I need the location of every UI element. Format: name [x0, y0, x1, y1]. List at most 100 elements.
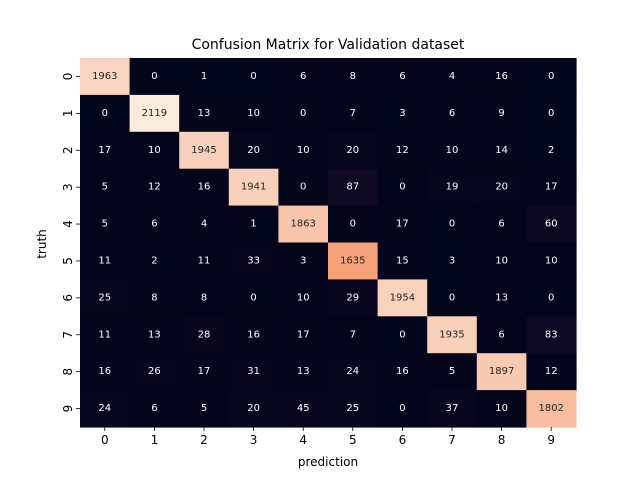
- heatmap-cell: [427, 168, 478, 207]
- heatmap-cell: [80, 353, 131, 391]
- y-tick-label: 6: [61, 294, 75, 302]
- cell-value-label: 0: [548, 108, 554, 119]
- heatmap-cell: [476, 131, 527, 170]
- cell-value-label: 10: [148, 145, 161, 156]
- cell-value-label: 6: [151, 403, 157, 414]
- cell-value-label: 15: [396, 255, 409, 266]
- heatmap-cell-labels: 1963 0 1 0 6 8 6 4 16 00 2119 13 10 0 7 3 6 9 017 10 1945 20 1…: [92, 71, 564, 414]
- heatmap-cell: [476, 390, 527, 428]
- heatmap-cell: [228, 131, 279, 170]
- cell-value-label: 5: [102, 182, 108, 193]
- cell-value-label: 7: [350, 329, 356, 340]
- heatmap-cell: [228, 58, 279, 96]
- heatmap-cell: [427, 353, 478, 391]
- cell-value-label: 1: [201, 71, 207, 82]
- cell-value-label: 0: [449, 219, 455, 230]
- heatmap-cell: [129, 316, 180, 354]
- cell-value-label: 20: [495, 182, 508, 193]
- y-tick-label: 1: [61, 110, 75, 118]
- x-tick-label: 8: [498, 433, 506, 447]
- cell-value-label: 0: [102, 108, 108, 119]
- heatmap-cell: [80, 131, 131, 170]
- heatmap-cell: [278, 94, 329, 133]
- x-tick-label: 4: [299, 433, 307, 447]
- heatmap-cell: [179, 94, 230, 133]
- cell-value-label: 28: [198, 329, 211, 340]
- y-tick-label: 7: [61, 331, 75, 339]
- cell-value-label: 0: [399, 403, 405, 414]
- cell-value-label: 10: [495, 255, 508, 266]
- cell-value-label: 0: [350, 219, 356, 230]
- heatmap-cell: [526, 316, 577, 354]
- heatmap-cell: [328, 205, 379, 244]
- heatmap-cell: [278, 168, 329, 207]
- heatmap-cell: [129, 58, 180, 96]
- cell-value-label: 6: [399, 71, 405, 82]
- y-axis-label: truth: [35, 229, 49, 259]
- cell-value-label: 10: [297, 145, 310, 156]
- y-tick-label: 0: [61, 73, 75, 81]
- heatmap-cell: [129, 168, 180, 207]
- cell-value-label: 4: [201, 219, 207, 230]
- heatmap-cell: [228, 279, 279, 317]
- cell-value-label: 13: [297, 366, 310, 377]
- heatmap-cell: [377, 316, 428, 354]
- heatmap-cell: [228, 168, 279, 207]
- heatmap-cell: [129, 279, 180, 317]
- cell-value-label: 10: [495, 403, 508, 414]
- heatmap-cell: [328, 390, 379, 428]
- cell-value-label: 0: [250, 71, 256, 82]
- x-tick-label: 6: [399, 433, 407, 447]
- cell-value-label: 16: [247, 329, 260, 340]
- cell-value-label: 33: [247, 255, 260, 266]
- heatmap-cell: [526, 242, 577, 280]
- heatmap-cell: [179, 205, 230, 244]
- cell-value-label: 5: [201, 403, 207, 414]
- heatmap-cell: [179, 242, 230, 280]
- heatmap-cell: [179, 58, 230, 96]
- heatmap-cell: [129, 353, 180, 391]
- heatmap-cell: [427, 94, 478, 133]
- heatmap-cell: [129, 131, 180, 170]
- cell-value-label: 6: [498, 219, 504, 230]
- cell-value-label: 0: [449, 292, 455, 303]
- cell-value-label: 0: [300, 182, 306, 193]
- heatmap-cell: [328, 94, 379, 133]
- cell-value-label: 11: [98, 329, 111, 340]
- heatmap-cell: [526, 353, 577, 391]
- cell-value-label: 20: [247, 145, 260, 156]
- cell-value-label: 1863: [290, 219, 315, 230]
- heatmap-cell: [80, 279, 131, 317]
- cell-value-label: 20: [346, 145, 359, 156]
- cell-value-label: 3: [399, 108, 405, 119]
- cell-value-label: 0: [548, 292, 554, 303]
- cell-value-label: 16: [98, 366, 111, 377]
- y-tick-label: 2: [61, 146, 75, 154]
- heatmap-cell: [328, 279, 379, 317]
- heatmap-cell: [526, 205, 577, 244]
- cell-value-label: 1897: [489, 366, 514, 377]
- cell-value-label: 1635: [340, 255, 365, 266]
- cell-value-label: 87: [346, 182, 359, 193]
- heatmap-cell: [476, 168, 527, 207]
- heatmap-cell: [179, 279, 230, 317]
- cell-value-label: 25: [346, 403, 359, 414]
- heatmap-cell: [377, 94, 428, 133]
- cell-value-label: 0: [548, 71, 554, 82]
- heatmap-cell: [278, 353, 329, 391]
- heatmap-cell: [179, 353, 230, 391]
- x-tick-label: 7: [448, 433, 456, 447]
- heatmap-cell: [228, 205, 279, 244]
- heatmap-cell: [476, 353, 527, 391]
- cell-value-label: 12: [545, 366, 558, 377]
- cell-value-label: 7: [350, 108, 356, 119]
- cell-value-label: 3: [300, 255, 306, 266]
- heatmap-cell: [179, 131, 230, 170]
- heatmap-cell: [80, 316, 131, 354]
- heatmap-cell: [476, 94, 527, 133]
- heatmap-cell: [476, 316, 527, 354]
- x-tick-label: 9: [547, 433, 555, 447]
- cell-value-label: 0: [250, 292, 256, 303]
